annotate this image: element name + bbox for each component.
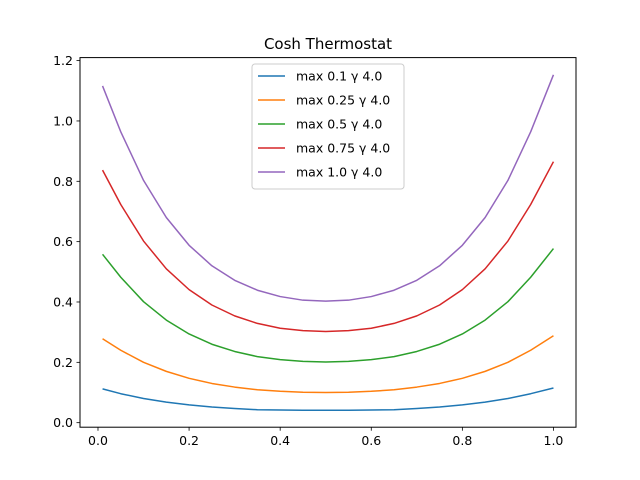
legend-box xyxy=(251,63,405,190)
series-line-4 xyxy=(101,74,555,302)
legend-label-4: max 1.0 γ 4.0 xyxy=(296,165,382,180)
series-line-2 xyxy=(101,248,555,363)
chart-title: Cosh Thermostat xyxy=(264,35,392,53)
series-line-0 xyxy=(102,387,554,412)
legend-label-0: max 0.1 γ 4.0 xyxy=(296,69,382,84)
y-tick-label: 0.4 xyxy=(53,294,73,309)
y-tick-label: 0.8 xyxy=(53,174,73,189)
y-tick-label: 1.2 xyxy=(53,53,73,68)
x-tick-label: 0.2 xyxy=(179,433,199,448)
y-tick-label: 0.2 xyxy=(53,355,73,370)
legend-label-2: max 0.5 γ 4.0 xyxy=(296,117,382,132)
plot-frame xyxy=(79,57,577,428)
y-axis-ticks: 0.0 0.2 0.4 0.6 0.8 1.0 1.2 xyxy=(53,53,80,430)
series-line-3 xyxy=(101,161,555,333)
x-tick-label: 0.4 xyxy=(270,433,290,448)
y-tick-label: 1.0 xyxy=(53,113,73,128)
x-tick-label: 0.6 xyxy=(361,433,381,448)
legend-label-1: max 0.25 γ 4.0 xyxy=(296,93,390,108)
x-tick-label: 0.0 xyxy=(88,433,108,448)
y-tick-label: 0.0 xyxy=(53,415,73,430)
x-axis-ticks: 0.0 0.2 0.4 0.6 0.8 1.0 xyxy=(88,427,563,448)
series-line-1 xyxy=(102,335,554,394)
x-tick-label: 0.8 xyxy=(452,433,472,448)
y-tick-label: 0.6 xyxy=(53,234,73,249)
legend-label-3: max 0.75 γ 4.0 xyxy=(296,141,390,156)
plot-lines xyxy=(101,74,555,412)
legend: max 0.1 γ 4.0 max 0.25 γ 4.0 max 0.5 γ 4.0… xyxy=(251,63,405,190)
x-tick-label: 1.0 xyxy=(544,433,564,448)
